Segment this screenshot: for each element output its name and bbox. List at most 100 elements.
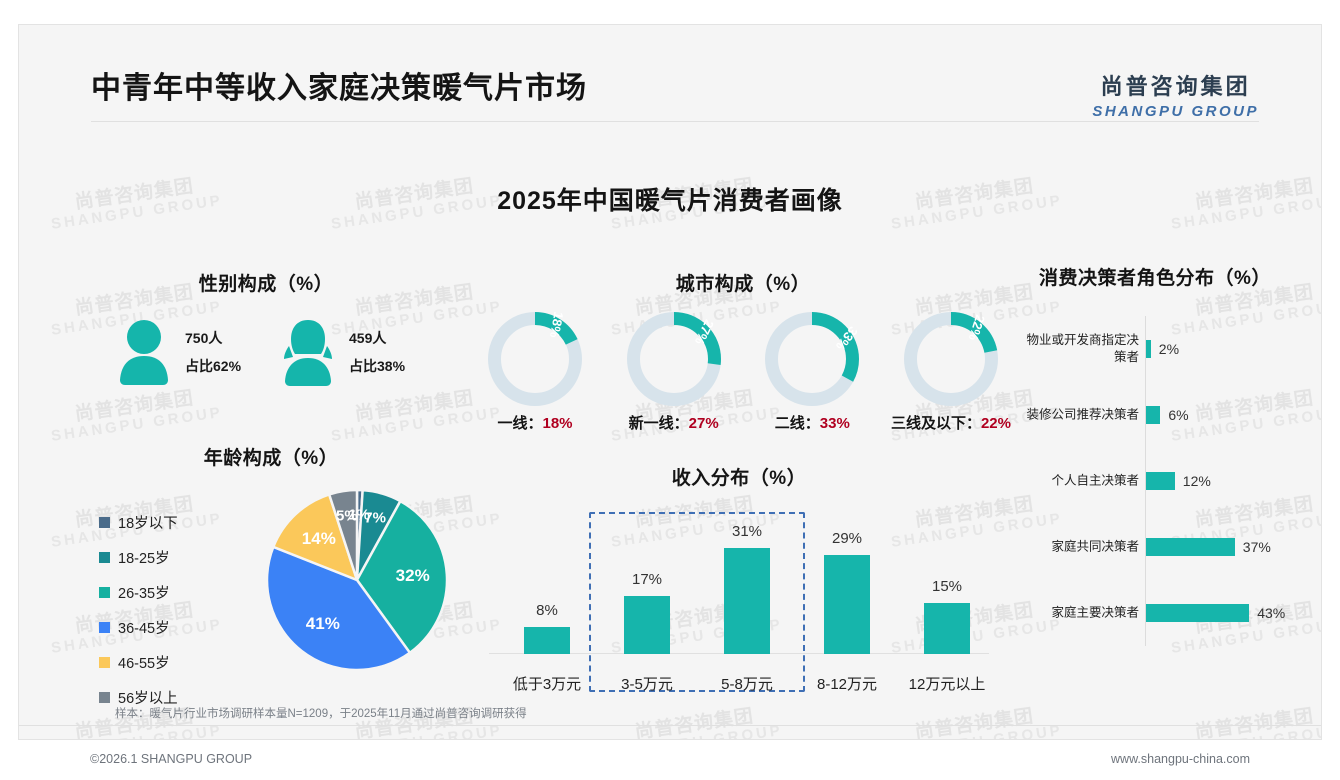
income-bar — [524, 626, 570, 654]
brand-logo: 尚普咨询集团 SHANGPU GROUP — [1092, 69, 1259, 120]
website-text: www.shangpu-china.com — [1111, 752, 1250, 766]
city-donut-cell: 27% 新一线：27% — [606, 312, 742, 433]
legend-swatch — [99, 587, 110, 598]
donut-caption-name: 二线： — [774, 415, 820, 432]
decision-axis-line — [1145, 316, 1146, 646]
age-panel-title: 年龄构成（%） — [203, 448, 339, 469]
legend-label: 18岁以下 — [118, 516, 178, 532]
page-title: 中青年中等收入家庭决策暖气片市场 — [91, 72, 587, 105]
donut-caption-value: 27% — [688, 415, 719, 432]
legend-label: 26-35岁 — [118, 586, 170, 602]
legend-swatch — [99, 552, 110, 563]
donut-caption-value: 18% — [542, 415, 573, 432]
city-composition-panel: 城市构成（%） 18% 一线：18% 27% 新一线：27% 33% 二线：33% 22% 三… — [467, 269, 1019, 433]
decision-panel-title: 消费决策者角色分布（%） — [1039, 268, 1271, 289]
income-bar — [824, 554, 870, 654]
decision-bar — [1146, 406, 1161, 424]
donut-caption: 三线及以下：22% — [883, 412, 1019, 433]
income-bar-value: 29% — [831, 529, 863, 547]
gender-female-text: 459人 占比38% — [349, 324, 405, 380]
sample-footnote: 样本：暖气片行业市场调研样本量N=1209，于2025年11月通过尚普咨询调研获… — [115, 708, 527, 720]
donut-caption-value: 22% — [980, 415, 1011, 432]
pie-slice-label: 14% — [301, 529, 336, 549]
legend-swatch — [99, 692, 110, 703]
decision-bar-value: 43% — [1257, 605, 1286, 621]
legend-label: 56岁以上 — [118, 691, 178, 707]
decision-bar-value: 2% — [1158, 341, 1180, 357]
decision-bar — [1146, 604, 1250, 622]
donut-caption-name: 三线及以下： — [890, 415, 981, 432]
decision-bar-label: 装修公司推荐决策者 — [1026, 407, 1139, 422]
legend-swatch — [99, 622, 110, 633]
legend-swatch — [99, 657, 110, 668]
donut-caption-name: 新一线： — [628, 415, 689, 432]
donut-caption: 新一线：27% — [606, 412, 742, 433]
decision-bar — [1146, 538, 1235, 556]
income-bar-chart: 8% 低于3万元 17% 3-5万元 31% 5-8万元 29% 8-12万元 15% 12万元以… — [489, 504, 989, 696]
donut-chart: 27% — [626, 312, 721, 406]
donut-caption: 一线：18% — [467, 412, 603, 433]
legend-swatch — [99, 517, 110, 528]
income-bar-category: 5-8万元 — [721, 676, 773, 693]
donut-caption-name: 一线： — [497, 415, 543, 432]
gender-item-male: 750人 占比62% — [113, 318, 277, 386]
footer-divider — [19, 725, 1321, 726]
copyright-text: ©2026.1 SHANGPU GROUP — [90, 752, 253, 766]
decision-bar-row: 家庭共同决策者 37% — [1019, 514, 1291, 580]
city-donut-cell: 33% 二线：33% — [744, 312, 880, 433]
income-panel-title: 收入分布（%） — [671, 468, 807, 489]
income-bar-value: 15% — [931, 577, 963, 595]
header-divider — [91, 121, 1259, 122]
income-distribution-panel: 收入分布（%） 8% 低于3万元 17% 3-5万元 31% 5-8万元 29% 8-12万元… — [489, 463, 989, 696]
city-panel-title: 城市构成（%） — [675, 274, 811, 295]
bottom-bar: ©2026.1 SHANGPU GROUP www.shangpu-china.… — [90, 0, 1250, 766]
pie-slice-label: 32% — [395, 566, 430, 586]
legend-item: 36-45岁 — [99, 617, 178, 638]
age-pie-area: 18岁以下 18-25岁 26-35岁 36-45岁 46-55岁 56岁以上 1% 7% 3… — [91, 486, 451, 707]
legend-item: 26-35岁 — [99, 582, 178, 603]
income-bar-value: 31% — [731, 522, 763, 540]
city-donut-cell: 22% 三线及以下：22% — [883, 312, 1019, 433]
income-bar-value: 17% — [631, 570, 663, 588]
income-bar-category: 3-5万元 — [621, 676, 673, 693]
male-icon — [120, 320, 168, 385]
gender-male-text: 750人 占比62% — [185, 324, 241, 380]
logo-chinese-text: 尚普咨询集团 — [1100, 74, 1251, 99]
decision-bar-row: 物业或开发商指定决策者 2% — [1019, 316, 1291, 382]
gender-female-count: 459人 — [349, 330, 387, 346]
pie-chart-svg — [265, 488, 449, 672]
pie-slice — [355, 499, 449, 655]
legend-item: 18岁以下 — [99, 512, 178, 533]
donut-value-label: 18% — [547, 312, 567, 339]
decision-bar-value: 37% — [1242, 539, 1271, 555]
legend-label: 18-25岁 — [118, 551, 170, 567]
legend-item: 18-25岁 — [99, 547, 178, 568]
decision-role-panel: 消费决策者角色分布（%） 物业或开发商指定决策者 2% 装修公司推荐决策者 6% 个人自… — [1019, 263, 1291, 646]
gender-male-count: 750人 — [185, 330, 223, 346]
income-bar — [924, 602, 970, 654]
gender-female-share: 占比38% — [349, 358, 406, 374]
income-bar — [624, 595, 670, 654]
pie-slice — [265, 545, 412, 672]
legend-item: 46-55岁 — [99, 652, 178, 673]
decision-bar-row: 装修公司推荐决策者 6% — [1019, 382, 1291, 448]
female-icon — [284, 320, 332, 386]
legend-label: 46-55岁 — [118, 656, 170, 672]
donut-chart: 18% — [488, 311, 582, 406]
city-donut-row: 18% 一线：18% 27% 新一线：27% 33% 二线：33% 22% 三线及以下：22% — [467, 311, 1019, 433]
decision-bar-row: 个人自主决策者 12% — [1019, 448, 1291, 514]
decision-bar — [1146, 472, 1175, 490]
donut-caption: 二线：33% — [744, 412, 880, 433]
decision-bar-label: 物业或开发商指定决策者 — [1026, 333, 1139, 364]
decision-bar-label: 家庭共同决策者 — [1051, 539, 1139, 554]
income-bar — [724, 547, 770, 654]
decision-bar-label: 个人自主决策者 — [1051, 473, 1139, 488]
pie-slice-label: 5% — [336, 507, 358, 525]
age-pie-legend: 18岁以下 18-25岁 26-35岁 36-45岁 46-55岁 56岁以上 — [99, 512, 178, 722]
decision-bar-label: 家庭主要决策者 — [1051, 605, 1139, 620]
age-composition-panel: 年龄构成（%） 18岁以下 18-25岁 26-35岁 36-45岁 46-55岁 56岁… — [91, 443, 451, 707]
